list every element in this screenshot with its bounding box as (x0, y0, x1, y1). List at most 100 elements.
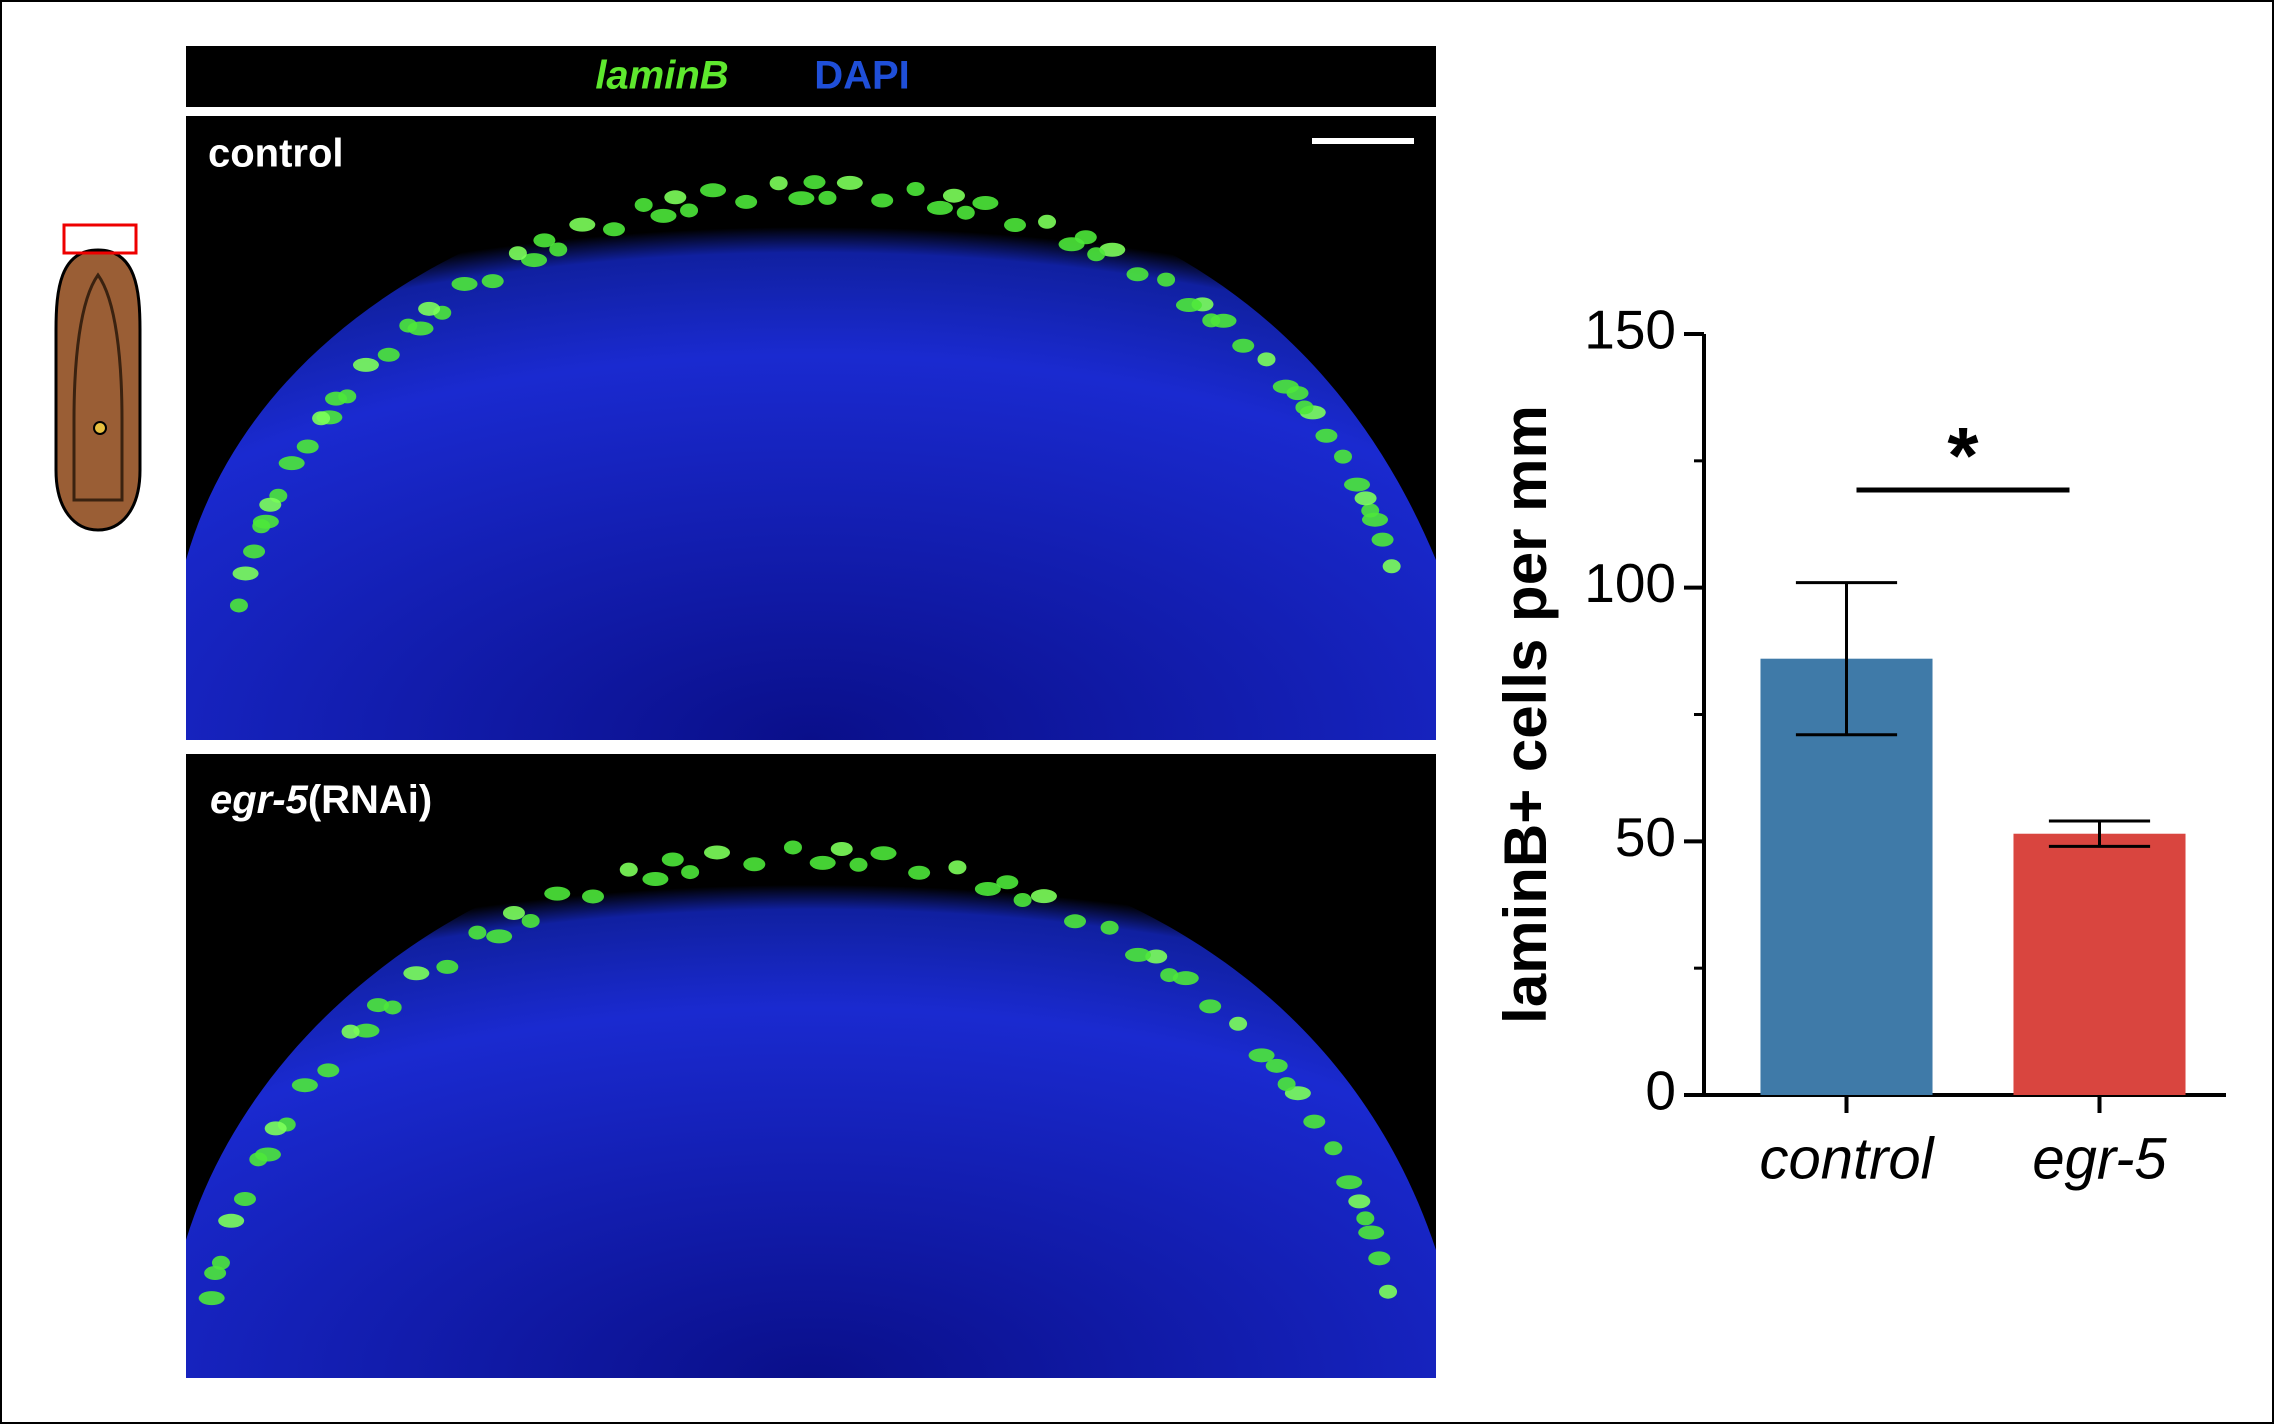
cell (418, 301, 441, 316)
error-bar (2048, 819, 2151, 848)
cell (642, 872, 669, 887)
cell (1354, 491, 1377, 506)
significance-label: * (1947, 411, 1979, 500)
cell (602, 222, 625, 237)
cell (661, 852, 684, 867)
signal (229, 175, 1401, 613)
cell (1303, 1114, 1326, 1129)
cell (1038, 214, 1057, 229)
cell (296, 439, 319, 454)
cell (1324, 1141, 1343, 1156)
cell (1336, 1175, 1363, 1190)
cell (1361, 503, 1380, 518)
cell (252, 519, 271, 534)
stain-label: laminB (595, 54, 728, 98)
cell (259, 497, 282, 512)
cell (1004, 218, 1027, 233)
cell (544, 886, 571, 901)
cell (634, 197, 653, 212)
cell (908, 865, 931, 880)
cell (1125, 947, 1152, 962)
cell (204, 1266, 227, 1281)
cell (291, 1078, 318, 1093)
cell (325, 391, 348, 406)
cell (1199, 999, 1222, 1014)
cell (681, 865, 700, 880)
condition-label: (RNAi) (308, 778, 432, 822)
cell (870, 846, 897, 861)
cell (1348, 1194, 1371, 1209)
cell (743, 857, 766, 872)
cell (1202, 313, 1221, 328)
cell (249, 1152, 268, 1167)
bar (2013, 833, 2186, 1095)
cell (1229, 1016, 1248, 1031)
micrograph (186, 754, 1436, 1378)
cell (680, 203, 699, 218)
cell (549, 242, 568, 257)
cell (926, 200, 953, 215)
cell (377, 347, 400, 362)
cell (1248, 1048, 1275, 1063)
cell (481, 274, 504, 289)
cell (1379, 1284, 1398, 1299)
cell (1064, 914, 1087, 929)
cell (569, 217, 596, 232)
condition-label: egr-5 (210, 778, 309, 822)
cell (650, 208, 677, 223)
cell (1058, 237, 1085, 252)
cell (906, 182, 925, 197)
cell (232, 566, 259, 581)
cell (871, 193, 894, 208)
cell (218, 1213, 245, 1228)
cell (1277, 1077, 1296, 1092)
cell (1126, 267, 1149, 282)
cell (451, 276, 478, 291)
x-tick-label: egr-5 (2032, 1126, 2167, 1191)
cell (468, 925, 487, 940)
cell (278, 456, 305, 471)
cell (521, 253, 548, 268)
cell (704, 845, 731, 860)
cell (1175, 298, 1202, 313)
cell (1157, 272, 1176, 287)
cell (849, 857, 868, 872)
cell (581, 889, 604, 904)
cell (809, 855, 836, 870)
cell (352, 357, 379, 372)
cell (803, 175, 826, 190)
cell (830, 841, 853, 856)
x-tick-label: control (1759, 1126, 1935, 1191)
cell (353, 1023, 380, 1038)
cell (1315, 428, 1338, 443)
stain-label: DAPI (814, 54, 910, 98)
cell (769, 176, 788, 191)
error-bar (1795, 581, 1898, 737)
cell (502, 905, 525, 920)
cell (974, 881, 1001, 896)
cell (1356, 1211, 1375, 1226)
cell (399, 318, 418, 333)
cell (818, 190, 837, 205)
cell (403, 966, 430, 981)
cell (486, 929, 513, 944)
cell (972, 195, 999, 210)
micrograph (186, 116, 1436, 740)
cell (788, 191, 815, 206)
condition-label: egr-5(RNAi) (210, 778, 432, 822)
cell (1334, 449, 1353, 464)
bar-chart: 0 50 100 150 control egr-5 * laminB+ cells per … (1492, 299, 2226, 1191)
cell (996, 875, 1019, 890)
cell (1013, 893, 1032, 908)
cell (619, 862, 638, 877)
cell (664, 190, 687, 205)
condition-label: control (208, 132, 344, 176)
cell (1344, 477, 1371, 492)
cell (700, 183, 727, 198)
cell (1272, 379, 1299, 394)
header-bar (186, 46, 1436, 107)
cell (317, 1063, 340, 1078)
cell (1160, 968, 1179, 983)
cell (229, 598, 248, 613)
